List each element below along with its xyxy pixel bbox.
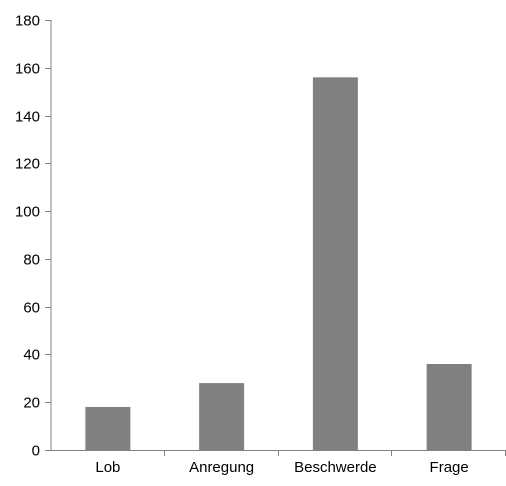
bar-anregung [199, 383, 245, 450]
x-axis: Lob Anregung Beschwerde Frage [45, 450, 506, 476]
bar-frage [426, 364, 472, 450]
y-tick-label: 140 [15, 109, 40, 126]
y-tick-label: 60 [23, 300, 40, 317]
y-tick-label: 180 [15, 13, 40, 30]
bar-beschwerde [312, 77, 358, 450]
x-tick-label: Anregung [189, 459, 254, 476]
y-axis: 0 20 40 60 80 100 120 140 160 180 [15, 13, 52, 460]
y-tick-label: 120 [15, 156, 40, 173]
bar-lob [85, 407, 131, 450]
y-tick-label: 20 [23, 395, 40, 412]
y-tick-label: 100 [15, 204, 40, 221]
x-tick-label: Lob [95, 459, 120, 476]
x-tick-label: Frage [430, 459, 469, 476]
y-tick-label: 0 [32, 443, 40, 460]
x-tick-label: Beschwerde [294, 459, 377, 476]
y-tick-label: 160 [15, 61, 40, 78]
y-tick-label: 40 [23, 347, 40, 364]
y-tick-label: 80 [23, 252, 40, 269]
bars [85, 77, 472, 450]
